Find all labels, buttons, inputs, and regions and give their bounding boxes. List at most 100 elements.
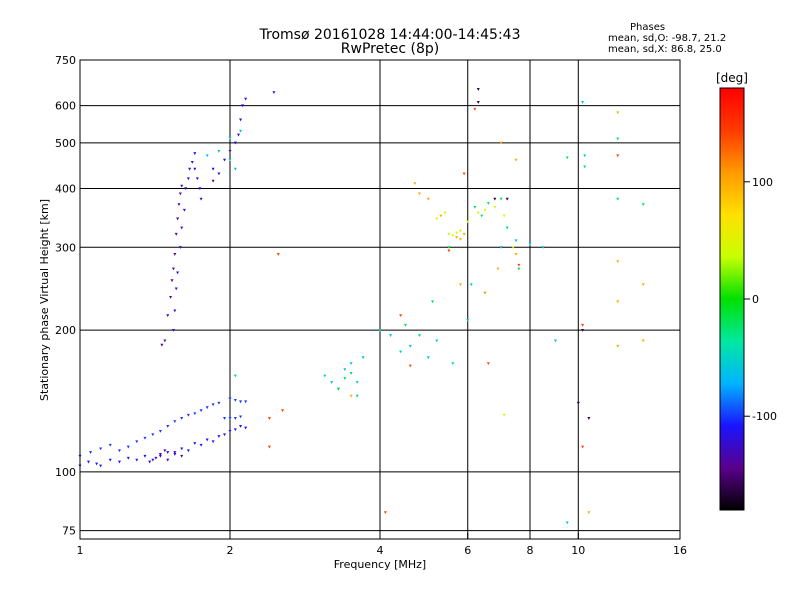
grid-lines [80,60,680,539]
data-point [458,283,462,287]
colorbar-tick-label: 0 [752,293,759,306]
data-point [233,141,237,145]
data-point [455,236,459,239]
data-point [239,425,243,428]
data-point [447,246,451,249]
data-point [276,253,280,256]
data-point [493,206,497,209]
data-point [223,433,227,437]
data-point [223,158,227,162]
colorbar-gradient [719,87,745,511]
data-point [173,420,177,423]
data-point [616,111,620,115]
data-point [244,97,248,101]
data-point [499,246,503,249]
data-point [267,417,271,420]
data-point [108,458,112,462]
data-point [117,460,121,464]
data-point [184,187,188,191]
data-point [616,197,620,201]
colorbar-label: [deg] [716,71,748,85]
data-point [583,154,587,158]
data-point [233,167,237,171]
data-point [211,179,215,183]
data-point [616,344,620,348]
data-point [135,440,139,444]
data-point [173,309,177,313]
data-point [458,229,462,233]
data-point [616,154,620,158]
data-point [417,192,421,196]
y-tick-label: 200 [55,324,76,337]
data-point [389,334,393,337]
data-point [349,372,353,375]
x-tick-label: 8 [527,544,534,557]
data-point [166,451,170,454]
x-tick-label: 10 [571,544,585,557]
axes: 1 2 4 6 8 10 16 75 100 200 300 400 500 600 750 [55,54,687,557]
data-point [163,449,167,453]
data-point [205,406,209,410]
data-point [166,425,170,428]
data-point [581,445,585,449]
data-point [499,197,503,201]
data-point [228,136,232,140]
data-point [476,88,480,91]
data-point [343,368,347,372]
data-point [233,398,237,402]
data-point [447,232,451,236]
data-point [193,412,197,416]
data-point [435,217,439,221]
data-point [176,217,180,221]
data-point [451,362,455,365]
data-point [211,440,215,444]
data-point [480,214,484,218]
data-point [502,214,506,218]
data-point [190,160,194,164]
data-point [473,107,477,111]
data-point [126,456,130,460]
data-point [541,246,545,249]
data-point [186,449,190,453]
data-point [462,232,466,236]
data-point [217,401,221,405]
data-point [166,314,170,317]
data-point [158,430,162,433]
data-point [511,246,515,249]
data-point [426,356,430,360]
data-point [462,172,466,176]
data-point [399,314,403,317]
data-point [565,156,569,160]
y-tick-label: 75 [62,525,76,538]
data-point [95,462,99,466]
colorbar: [deg] 100 0 -100 [716,71,777,511]
y-tick-label: 300 [55,241,76,254]
data-point [158,454,162,458]
data-point [458,238,462,241]
x-tick-label: 2 [227,544,234,557]
x-tick-label: 6 [464,544,471,557]
colorbar-tick-label: 100 [752,176,773,189]
data-point [173,451,177,454]
data-point [186,177,190,181]
data-point [193,152,197,155]
data-point [514,158,518,162]
data-point [505,226,509,230]
data-points [78,88,645,525]
data-point [483,208,487,212]
data-point [587,511,591,515]
data-point [163,339,167,343]
data-point [505,197,509,201]
data-point [89,451,93,454]
data-point [408,344,412,348]
data-point [211,403,215,407]
data-point [267,445,271,449]
data-point [195,177,199,181]
data-point [180,226,184,230]
data-point [193,167,197,171]
y-axis-label: Stationary phase Virtual Height [km] [38,199,51,401]
data-point [244,426,248,430]
data-point [641,339,645,343]
data-point [466,220,470,224]
